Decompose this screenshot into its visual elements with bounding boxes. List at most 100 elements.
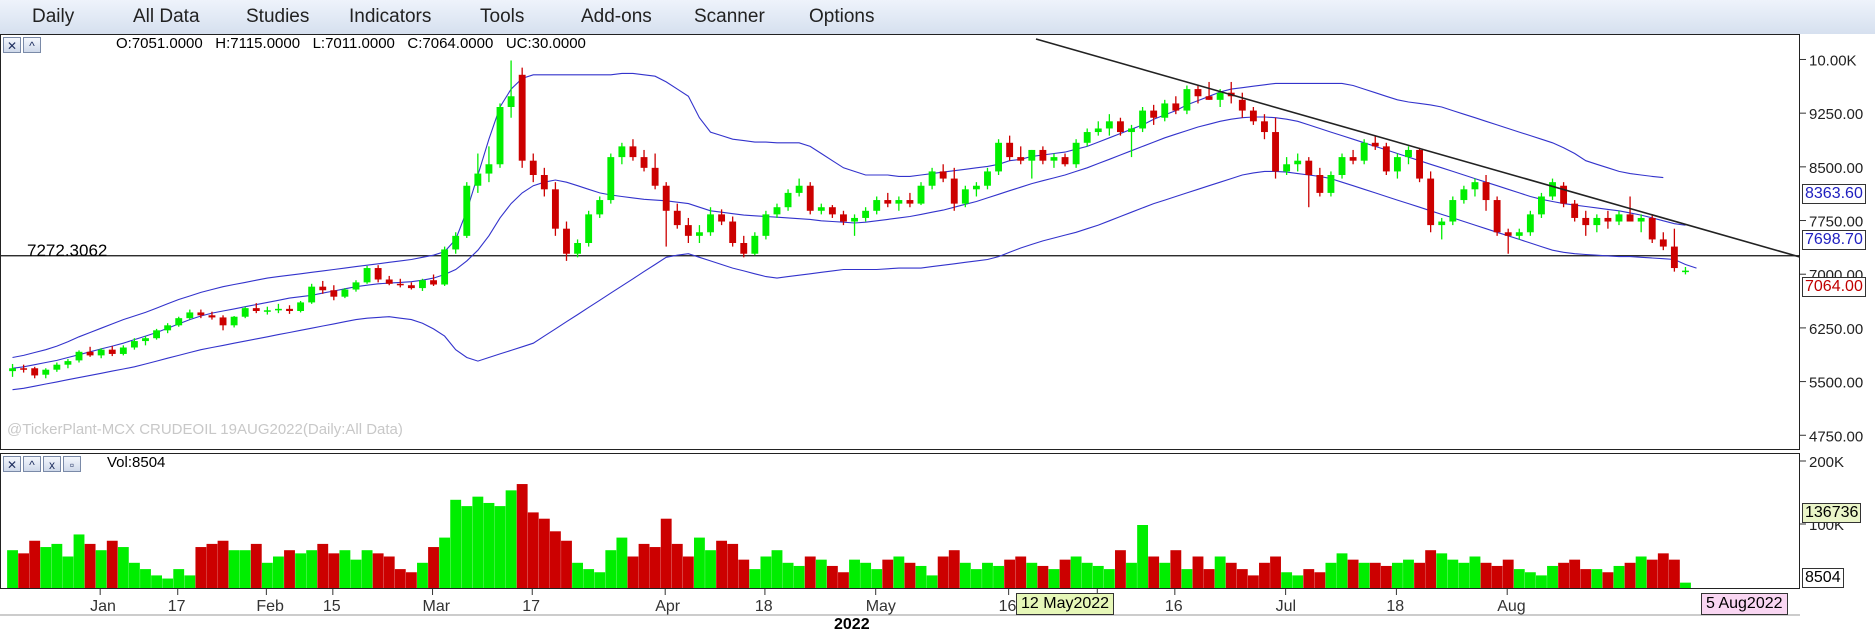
candle — [1249, 107, 1257, 125]
volume-pane[interactable]: ✕ ^ x ▫ Vol:8504 — [0, 453, 1800, 589]
candle-body — [1682, 270, 1689, 273]
volume-bar — [993, 565, 1004, 588]
candle-body — [297, 302, 305, 311]
candle-body — [1216, 92, 1224, 100]
candle — [175, 316, 183, 327]
menu-studies[interactable]: Studies — [246, 6, 310, 27]
candle — [640, 149, 648, 172]
volume-bar — [1325, 562, 1337, 588]
x-axis: Jan17Feb15Mar17Apr18May16Jun16Jul18Aug 1… — [0, 589, 1800, 637]
volume-bar — [1391, 562, 1403, 588]
volume-bar — [1458, 562, 1470, 588]
candle — [1161, 99, 1169, 122]
candle-body — [474, 173, 482, 186]
candle — [1294, 153, 1302, 172]
volume-bar — [84, 543, 96, 588]
volume-bar — [1414, 562, 1425, 588]
candle-body — [851, 217, 858, 222]
volume-bar — [95, 550, 107, 588]
volume-bar — [959, 562, 971, 588]
candle — [1150, 104, 1158, 125]
candle-body — [274, 308, 282, 311]
candle-body — [1305, 160, 1313, 175]
volume-bar — [782, 562, 794, 588]
candle-body — [496, 107, 504, 165]
price-chart — [1, 38, 1802, 391]
x-tick-label: Jul — [1276, 598, 1296, 615]
close-x-icon[interactable]: x — [43, 456, 61, 472]
candle-body — [740, 243, 748, 254]
candle — [319, 280, 327, 294]
volume-bar — [1203, 569, 1215, 588]
candle — [463, 182, 471, 238]
hover-date-badge: 12 May2022 — [1016, 593, 1115, 615]
menu-add-ons[interactable]: Add-ons — [581, 6, 652, 27]
candle — [817, 203, 825, 215]
close-x-icon[interactable]: ✕ — [3, 37, 21, 53]
candle-body — [9, 368, 16, 372]
x-tick-label: Jan — [90, 598, 116, 615]
price-axis: 10.00K 9250.00 8500.00 7750.00 7000.00 6250.0… — [1800, 34, 1875, 450]
volume-bar — [18, 553, 30, 588]
chevron-up-icon[interactable]: ^ — [23, 37, 41, 53]
candle-body — [840, 214, 847, 222]
menu-daily[interactable]: Daily — [32, 6, 75, 27]
candle — [1338, 153, 1346, 179]
volume-bar — [1336, 553, 1348, 588]
candle — [684, 217, 692, 243]
candle-body — [430, 280, 437, 285]
volume-bar — [1281, 572, 1293, 588]
candle — [1615, 210, 1623, 226]
volume-axis: 200K 100K 136736 8504 — [1800, 453, 1875, 589]
volume-bar — [62, 556, 74, 588]
candle-body — [1571, 203, 1579, 218]
candle — [540, 167, 548, 197]
menu-scanner[interactable]: Scanner — [694, 6, 765, 27]
candle-body — [1283, 164, 1291, 172]
chevron-up-icon[interactable]: ^ — [23, 456, 41, 472]
candle-body — [1205, 96, 1213, 100]
candle — [1094, 121, 1102, 136]
volume-bar — [1425, 550, 1437, 588]
candle — [1560, 182, 1568, 208]
ohlc-open: O:7051.0000 — [116, 35, 203, 52]
candle — [108, 346, 116, 357]
candle — [1139, 107, 1147, 133]
price-axis-ticks: 10.00K9250.008500.007750.007000.006250.0… — [1800, 52, 1863, 445]
candle-body — [1172, 103, 1180, 111]
menu-tools[interactable]: Tools — [480, 6, 525, 27]
candle-body — [1194, 89, 1202, 97]
volume-bar — [1103, 569, 1115, 588]
x-tick-label: Mar — [423, 598, 451, 615]
candle — [352, 280, 360, 292]
candle — [1349, 149, 1357, 165]
candle-body — [485, 164, 493, 174]
menu-all-data[interactable]: All Data — [133, 6, 200, 27]
volume-bar — [350, 559, 362, 588]
candle-body — [1360, 142, 1368, 161]
menu-indicators[interactable]: Indicators — [349, 6, 432, 27]
candle-body — [1161, 103, 1169, 118]
candle — [1526, 210, 1534, 236]
candle-body — [20, 368, 28, 370]
volume-bar — [1436, 553, 1448, 588]
candle — [607, 153, 615, 204]
candle — [186, 309, 194, 320]
candle-body — [1648, 217, 1656, 240]
volume-bar — [1004, 559, 1016, 588]
candle-body — [396, 283, 404, 286]
candle-body — [873, 200, 881, 211]
volume-bar — [1502, 559, 1514, 588]
candle — [474, 153, 482, 193]
candle — [574, 239, 582, 258]
candle-body — [219, 317, 227, 326]
price-pane[interactable]: ✕ ^ O:7051.0000 H:7115.0000 L:7011.0000 … — [0, 34, 1802, 450]
volume-bar — [217, 540, 229, 588]
candle-body — [795, 185, 803, 193]
volume-bar — [361, 550, 373, 588]
volume-bar — [815, 559, 827, 588]
candle — [729, 216, 737, 247]
close-x-icon[interactable]: ✕ — [3, 456, 21, 472]
restore-icon[interactable]: ▫ — [63, 456, 81, 472]
menu-options[interactable]: Options — [809, 6, 875, 27]
